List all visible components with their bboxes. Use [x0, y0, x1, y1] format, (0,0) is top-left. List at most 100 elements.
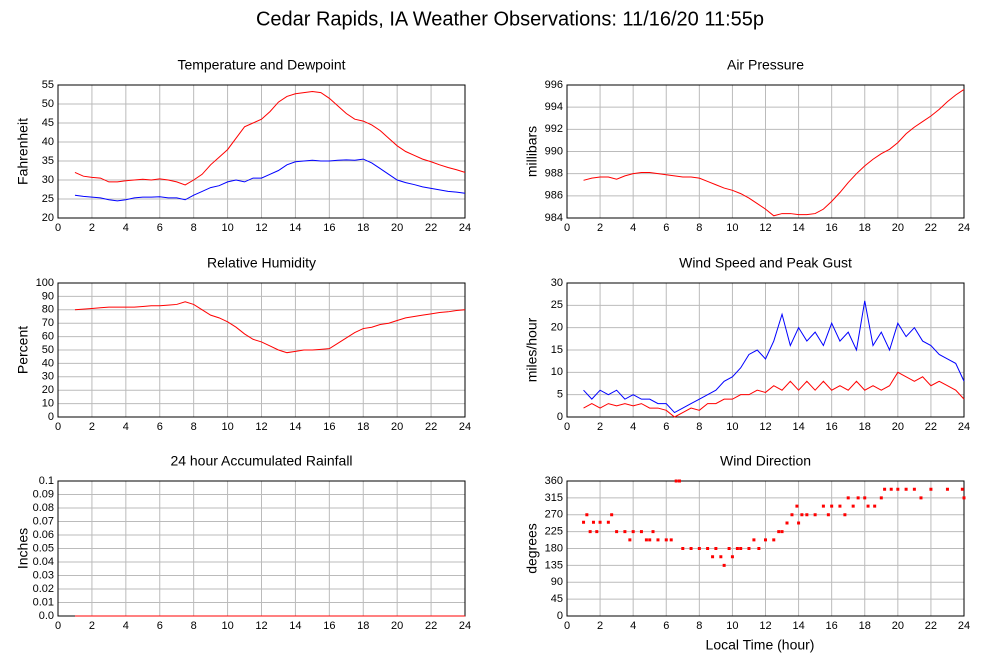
point	[648, 538, 652, 542]
x-tick-label: 20	[391, 620, 403, 632]
point	[588, 530, 592, 534]
point	[821, 504, 825, 508]
y-tick-label: 10	[42, 398, 54, 410]
point	[764, 538, 767, 542]
panel-title: Relative Humidity	[207, 255, 316, 271]
point	[785, 521, 789, 525]
point	[863, 496, 867, 500]
x-tick-label: 6	[663, 222, 669, 234]
point	[656, 538, 660, 542]
x-tick-label: 10	[726, 421, 738, 433]
point	[795, 504, 799, 508]
y-tick-label: 990	[545, 145, 563, 157]
point	[610, 513, 614, 517]
x-tick-label: 22	[925, 620, 937, 632]
point	[752, 538, 756, 542]
x-tick-label: 22	[425, 421, 437, 433]
line	[74, 301, 466, 354]
x-tick-label: 16	[826, 421, 838, 433]
y-tick-label: 45	[42, 117, 54, 129]
y-tick-label: 225	[545, 526, 563, 538]
x-tick-label: 8	[191, 421, 197, 433]
x-tick-label: 2	[597, 421, 603, 433]
x-tick-label: 0	[55, 222, 61, 234]
point	[873, 504, 877, 508]
x-tick-label: 12	[759, 620, 771, 632]
panel-title: Temperature and Dewpoint	[177, 57, 345, 73]
point	[735, 547, 739, 550]
point	[800, 513, 804, 517]
x-tick-label: 16	[826, 620, 838, 632]
x-tick-label: 24	[958, 421, 970, 433]
point	[615, 530, 619, 534]
y-tick-label: 0.09	[33, 488, 54, 500]
x-tick-label: 14	[289, 222, 301, 234]
x-tick-label: 10	[221, 222, 233, 234]
y-tick-label: 90	[42, 290, 54, 302]
point	[919, 496, 923, 500]
y-axis-label: millibars	[524, 126, 540, 177]
point	[711, 555, 715, 559]
x-tick-label: 20	[892, 421, 904, 433]
x-tick-label: 18	[859, 421, 871, 433]
plot-frame	[566, 282, 965, 418]
plot-frame	[566, 480, 965, 617]
y-tick-label: 20	[42, 212, 54, 224]
x-tick-label: 8	[191, 620, 197, 632]
x-tick-label: 20	[892, 222, 904, 234]
x-tick-label: 4	[630, 421, 636, 433]
y-tick-label: 60	[42, 331, 54, 343]
y-tick-label: 0	[557, 411, 563, 423]
point	[883, 487, 887, 491]
y-tick-label: 25	[551, 299, 563, 311]
y-tick-label: 10	[551, 366, 563, 378]
point	[851, 504, 855, 508]
y-tick-label: 30	[42, 371, 54, 383]
y-tick-label: 0	[557, 610, 563, 622]
y-tick-label: 360	[545, 475, 563, 487]
x-tick-label: 12	[255, 421, 267, 433]
point	[904, 487, 908, 491]
x-tick-label: 12	[255, 620, 267, 632]
x-tick-label: 2	[597, 222, 603, 234]
x-tick-label: 12	[759, 421, 771, 433]
y-tick-label: 55	[42, 79, 54, 91]
x-tick-label: 12	[759, 222, 771, 234]
x-tick-label: 14	[792, 620, 804, 632]
point	[739, 547, 743, 550]
y-tick-label: 992	[545, 123, 563, 135]
line	[583, 300, 965, 414]
y-tick-label: 0.08	[33, 502, 54, 514]
y-tick-label: 40	[42, 136, 54, 148]
y-tick-label: 0.03	[33, 569, 54, 581]
y-tick-label: 45	[551, 593, 563, 605]
x-tick-label: 4	[123, 421, 129, 433]
x-tick-label: 16	[826, 222, 838, 234]
point	[689, 547, 693, 550]
figure-title: Cedar Rapids, IA Weather Observations: 1…	[256, 8, 764, 30]
point	[813, 513, 817, 517]
x-tick-label: 10	[726, 222, 738, 234]
point	[631, 530, 635, 534]
y-tick-label: 0.04	[33, 556, 54, 568]
y-tick-label: 5	[557, 389, 563, 401]
point	[585, 513, 589, 517]
point	[664, 538, 668, 542]
y-tick-label: 270	[545, 509, 563, 521]
x-tick-label: 6	[663, 620, 669, 632]
point	[639, 530, 643, 534]
point	[830, 504, 834, 508]
y-axis-label: Percent	[15, 326, 31, 374]
x-tick-label: 20	[391, 222, 403, 234]
point	[945, 487, 949, 491]
x-tick-label: 4	[630, 620, 636, 632]
y-axis-label: degrees	[524, 523, 540, 574]
x-tick-label: 6	[157, 620, 163, 632]
point	[866, 504, 870, 508]
y-tick-label: 0.01	[33, 596, 54, 608]
x-tick-label: 24	[958, 620, 970, 632]
panel-title: Wind Speed and Peak Gust	[679, 255, 852, 271]
point	[772, 538, 776, 542]
line	[583, 371, 965, 418]
y-tick-label: 0.0	[39, 610, 54, 622]
